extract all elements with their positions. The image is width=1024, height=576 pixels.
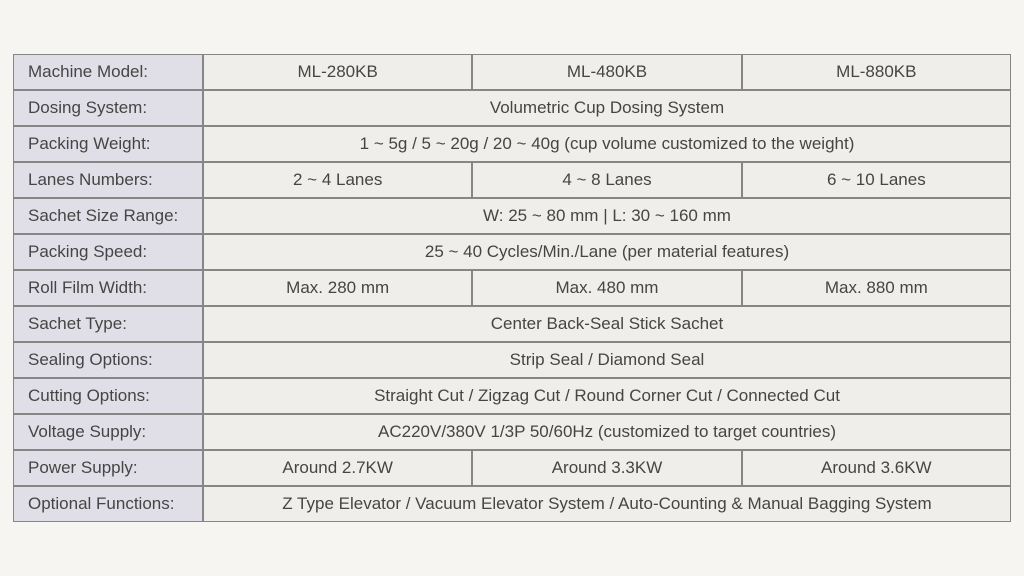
spec-value: W: 25 ~ 80 mm | L: 30 ~ 160 mm bbox=[203, 198, 1011, 234]
table-row: Sachet Size Range:W: 25 ~ 80 mm | L: 30 … bbox=[13, 198, 1011, 234]
spec-value: Max. 880 mm bbox=[742, 270, 1011, 306]
table-row: Roll Film Width:Max. 280 mmMax. 480 mmMa… bbox=[13, 270, 1011, 306]
spec-value: 1 ~ 5g / 5 ~ 20g / 20 ~ 40g (cup volume … bbox=[203, 126, 1011, 162]
table-row: Sachet Type:Center Back-Seal Stick Sache… bbox=[13, 306, 1011, 342]
spec-value: 4 ~ 8 Lanes bbox=[472, 162, 741, 198]
spec-label: Voltage Supply: bbox=[13, 414, 203, 450]
table-row: Packing Weight:1 ~ 5g / 5 ~ 20g / 20 ~ 4… bbox=[13, 126, 1011, 162]
spec-label: Roll Film Width: bbox=[13, 270, 203, 306]
spec-value: 25 ~ 40 Cycles/Min./Lane (per material f… bbox=[203, 234, 1011, 270]
spec-label: Sachet Type: bbox=[13, 306, 203, 342]
spec-value: Around 2.7KW bbox=[203, 450, 472, 486]
spec-value: Strip Seal / Diamond Seal bbox=[203, 342, 1011, 378]
spec-value: Around 3.6KW bbox=[742, 450, 1011, 486]
table-row: Dosing System:Volumetric Cup Dosing Syst… bbox=[13, 90, 1011, 126]
spec-label: Packing Weight: bbox=[13, 126, 203, 162]
spec-label: Optional Functions: bbox=[13, 486, 203, 522]
table-row: Machine Model:ML-280KBML-480KBML-880KB bbox=[13, 54, 1011, 90]
table-row: Sealing Options:Strip Seal / Diamond Sea… bbox=[13, 342, 1011, 378]
spec-value: ML-480KB bbox=[472, 54, 741, 90]
spec-value: AC220V/380V 1/3P 50/60Hz (customized to … bbox=[203, 414, 1011, 450]
table-row: Lanes Numbers:2 ~ 4 Lanes4 ~ 8 Lanes6 ~ … bbox=[13, 162, 1011, 198]
table-row: Cutting Options:Straight Cut / Zigzag Cu… bbox=[13, 378, 1011, 414]
spec-value: Around 3.3KW bbox=[472, 450, 741, 486]
spec-value: 2 ~ 4 Lanes bbox=[203, 162, 472, 198]
spec-label: Sealing Options: bbox=[13, 342, 203, 378]
spec-label: Lanes Numbers: bbox=[13, 162, 203, 198]
spec-value: ML-280KB bbox=[203, 54, 472, 90]
spec-label: Machine Model: bbox=[13, 54, 203, 90]
table-row: Optional Functions:Z Type Elevator / Vac… bbox=[13, 486, 1011, 522]
spec-label: Sachet Size Range: bbox=[13, 198, 203, 234]
table-row: Packing Speed:25 ~ 40 Cycles/Min./Lane (… bbox=[13, 234, 1011, 270]
spec-label: Power Supply: bbox=[13, 450, 203, 486]
spec-value: Z Type Elevator / Vacuum Elevator System… bbox=[203, 486, 1011, 522]
spec-table: Machine Model:ML-280KBML-480KBML-880KBDo… bbox=[13, 54, 1011, 522]
spec-value: Max. 280 mm bbox=[203, 270, 472, 306]
table-row: Power Supply:Around 2.7KWAround 3.3KWAro… bbox=[13, 450, 1011, 486]
spec-label: Packing Speed: bbox=[13, 234, 203, 270]
spec-value: Straight Cut / Zigzag Cut / Round Corner… bbox=[203, 378, 1011, 414]
spec-value: Volumetric Cup Dosing System bbox=[203, 90, 1011, 126]
spec-value: ML-880KB bbox=[742, 54, 1011, 90]
spec-value: Center Back-Seal Stick Sachet bbox=[203, 306, 1011, 342]
table-row: Voltage Supply:AC220V/380V 1/3P 50/60Hz … bbox=[13, 414, 1011, 450]
spec-value: 6 ~ 10 Lanes bbox=[742, 162, 1011, 198]
spec-label: Cutting Options: bbox=[13, 378, 203, 414]
spec-label: Dosing System: bbox=[13, 90, 203, 126]
spec-value: Max. 480 mm bbox=[472, 270, 741, 306]
